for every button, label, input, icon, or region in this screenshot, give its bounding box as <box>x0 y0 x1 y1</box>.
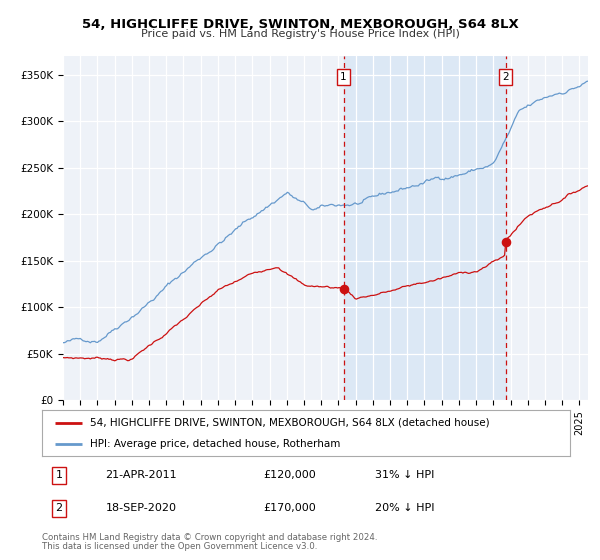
Text: Contains HM Land Registry data © Crown copyright and database right 2024.: Contains HM Land Registry data © Crown c… <box>42 533 377 542</box>
Text: 18-SEP-2020: 18-SEP-2020 <box>106 503 176 513</box>
Text: £170,000: £170,000 <box>264 503 317 513</box>
Text: 54, HIGHCLIFFE DRIVE, SWINTON, MEXBOROUGH, S64 8LX (detached house): 54, HIGHCLIFFE DRIVE, SWINTON, MEXBOROUG… <box>89 418 489 428</box>
Text: 21-APR-2011: 21-APR-2011 <box>106 470 177 480</box>
Text: HPI: Average price, detached house, Rotherham: HPI: Average price, detached house, Roth… <box>89 439 340 449</box>
Text: 1: 1 <box>340 72 347 82</box>
Point <box>501 237 511 246</box>
Text: £120,000: £120,000 <box>264 470 317 480</box>
Text: Price paid vs. HM Land Registry's House Price Index (HPI): Price paid vs. HM Land Registry's House … <box>140 29 460 39</box>
Text: 20% ↓ HPI: 20% ↓ HPI <box>374 503 434 513</box>
Text: 31% ↓ HPI: 31% ↓ HPI <box>374 470 434 480</box>
Text: 2: 2 <box>55 503 62 513</box>
Point <box>339 284 349 293</box>
Text: 54, HIGHCLIFFE DRIVE, SWINTON, MEXBOROUGH, S64 8LX: 54, HIGHCLIFFE DRIVE, SWINTON, MEXBOROUG… <box>82 18 518 31</box>
Text: 1: 1 <box>55 470 62 480</box>
Bar <box>344 56 506 400</box>
Text: 2: 2 <box>502 72 509 82</box>
Text: This data is licensed under the Open Government Licence v3.0.: This data is licensed under the Open Gov… <box>42 542 317 550</box>
